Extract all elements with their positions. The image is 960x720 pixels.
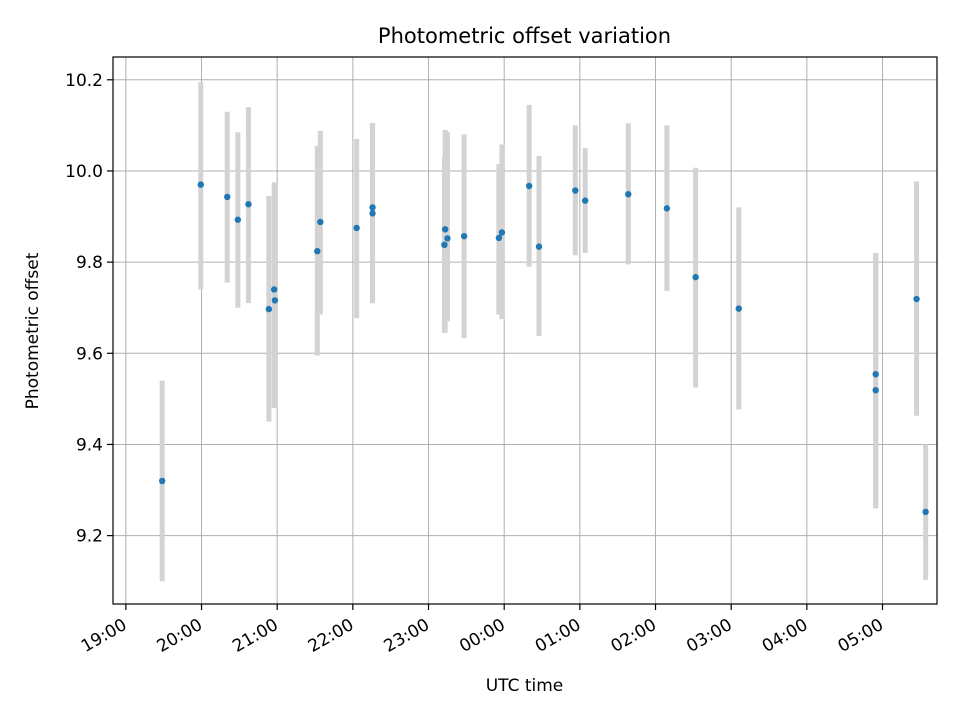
data-point — [369, 204, 376, 211]
data-point — [872, 371, 879, 378]
y-tick-label: 9.2 — [76, 527, 103, 547]
data-point — [234, 216, 242, 223]
data-point — [317, 218, 324, 226]
data-point — [441, 241, 448, 249]
data-point — [369, 210, 376, 217]
y-tick-label: 9.6 — [76, 344, 103, 364]
data-point — [444, 235, 451, 242]
data-point — [245, 201, 252, 208]
chart-title: Photometric offset variation — [378, 24, 671, 48]
y-tick-label: 9.8 — [76, 253, 103, 273]
data-points — [158, 181, 929, 516]
data-point — [270, 286, 278, 293]
data-point — [581, 197, 589, 204]
data-point — [625, 191, 632, 198]
data-point — [197, 181, 204, 188]
data-point — [735, 305, 742, 312]
data-point — [441, 226, 449, 233]
data-point — [922, 508, 929, 516]
data-point — [535, 243, 543, 250]
x-axis-title: UTC time — [486, 676, 564, 696]
data-point — [460, 232, 468, 240]
y-axis: 9.2 9.4 9.6 9.8 10.0 10.2 — [65, 71, 113, 547]
data-point — [872, 387, 879, 394]
y-tick-label: 10.0 — [65, 162, 103, 182]
plot-frame — [112, 56, 938, 605]
data-point — [663, 205, 671, 212]
data-point — [271, 297, 279, 304]
data-point — [498, 229, 506, 236]
data-point — [525, 182, 533, 190]
data-point — [495, 234, 503, 242]
data-point — [353, 224, 360, 232]
y-axis-title: Photometric offset — [23, 252, 43, 409]
data-point — [692, 273, 699, 281]
data-point — [265, 305, 273, 313]
data-point — [158, 477, 166, 485]
y-tick-label: 10.2 — [65, 71, 103, 91]
data-point — [224, 193, 231, 201]
data-point — [572, 187, 579, 194]
data-point — [913, 295, 920, 303]
y-tick-label: 9.4 — [76, 435, 103, 455]
data-point — [314, 247, 321, 255]
